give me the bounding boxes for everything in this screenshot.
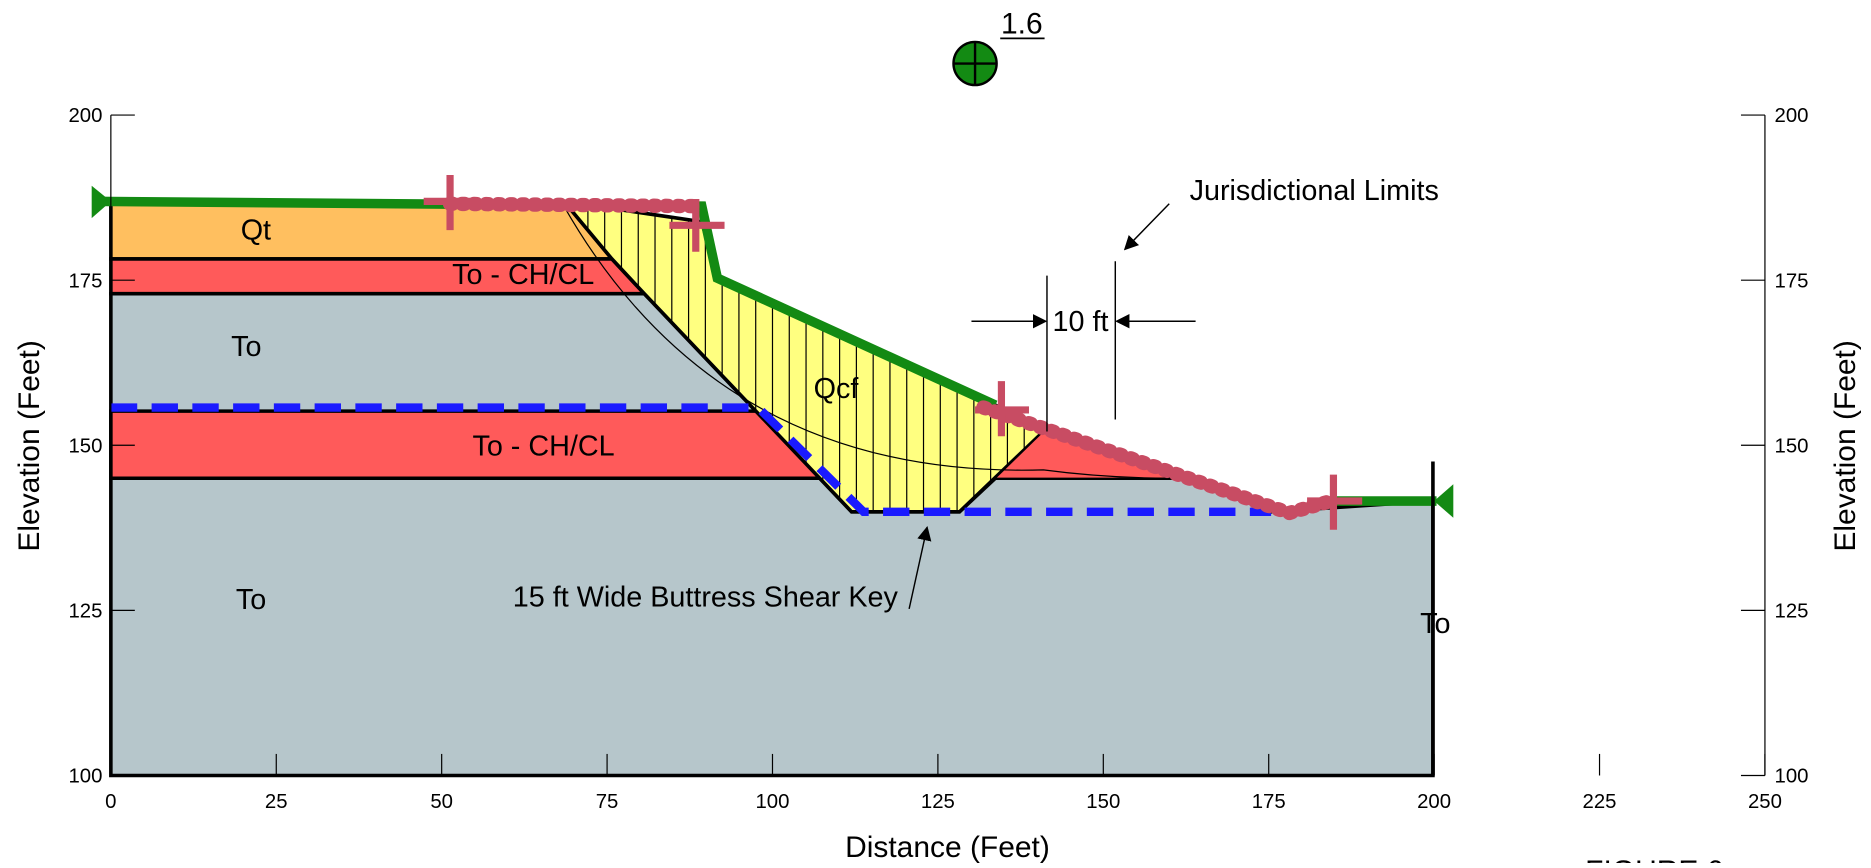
layer-label: Qcf [814, 373, 860, 405]
y-tick-label: 100 [68, 766, 102, 788]
x-tick-label: 125 [921, 791, 955, 813]
y-tick-label: 100 [1775, 766, 1809, 788]
y-tick-label: 125 [1775, 601, 1809, 623]
annotation: 15 ft Wide Buttress Shear Key [513, 581, 899, 613]
y-tick-label: 175 [1775, 270, 1809, 292]
y-axis-label: Elevation (Feet) [1829, 340, 1862, 551]
layer-label: To [231, 331, 261, 363]
x-tick-label: 225 [1583, 791, 1617, 813]
y-tick-label: 175 [68, 270, 102, 292]
layer-label: Qt [241, 215, 271, 247]
x-tick-label: 25 [265, 791, 288, 813]
layer-label: To - CH/CL [452, 259, 594, 291]
factor-of-safety: 1.6 [1001, 8, 1043, 41]
x-tick-label: 100 [755, 791, 789, 813]
x-axis-label: Distance (Feet) [845, 831, 1050, 863]
layer-to-chcl-lower [111, 411, 822, 478]
x-tick-label: 50 [430, 791, 453, 813]
x-tick-label: 75 [596, 791, 619, 813]
x-tick-label: 200 [1417, 791, 1451, 813]
chart: 1.6 Qt To - CH/CL To Qcf To - CH/CL To T… [0, 0, 1871, 863]
y-axis-label: Elevation (Feet) [13, 340, 46, 551]
x-tick-label: 250 [1748, 791, 1782, 813]
annotation: 10 ft [1053, 306, 1109, 338]
y-tick-label: 150 [1775, 435, 1809, 457]
fos-symbol [953, 38, 1044, 85]
x-tick-label: 150 [1086, 791, 1120, 813]
y-tick-label: 150 [68, 435, 102, 457]
y-tick-label: 125 [68, 601, 102, 623]
annotation: Jurisdictional Limits [1190, 175, 1439, 207]
figure-label: FIGURE 6 [1585, 855, 1723, 863]
y-tick-label: 200 [68, 105, 102, 127]
y-tick-label: 200 [1775, 105, 1809, 127]
layer-label: To [1420, 608, 1450, 640]
layer-label: To [236, 584, 266, 616]
page: 1.6 Qt To - CH/CL To Qcf To - CH/CL To T… [0, 0, 1871, 868]
x-tick-label: 175 [1252, 791, 1286, 813]
layer-label: To - CH/CL [472, 430, 614, 462]
limit-flag [92, 186, 111, 218]
limit-flag [1434, 484, 1453, 518]
x-tick-label: 0 [105, 791, 116, 813]
